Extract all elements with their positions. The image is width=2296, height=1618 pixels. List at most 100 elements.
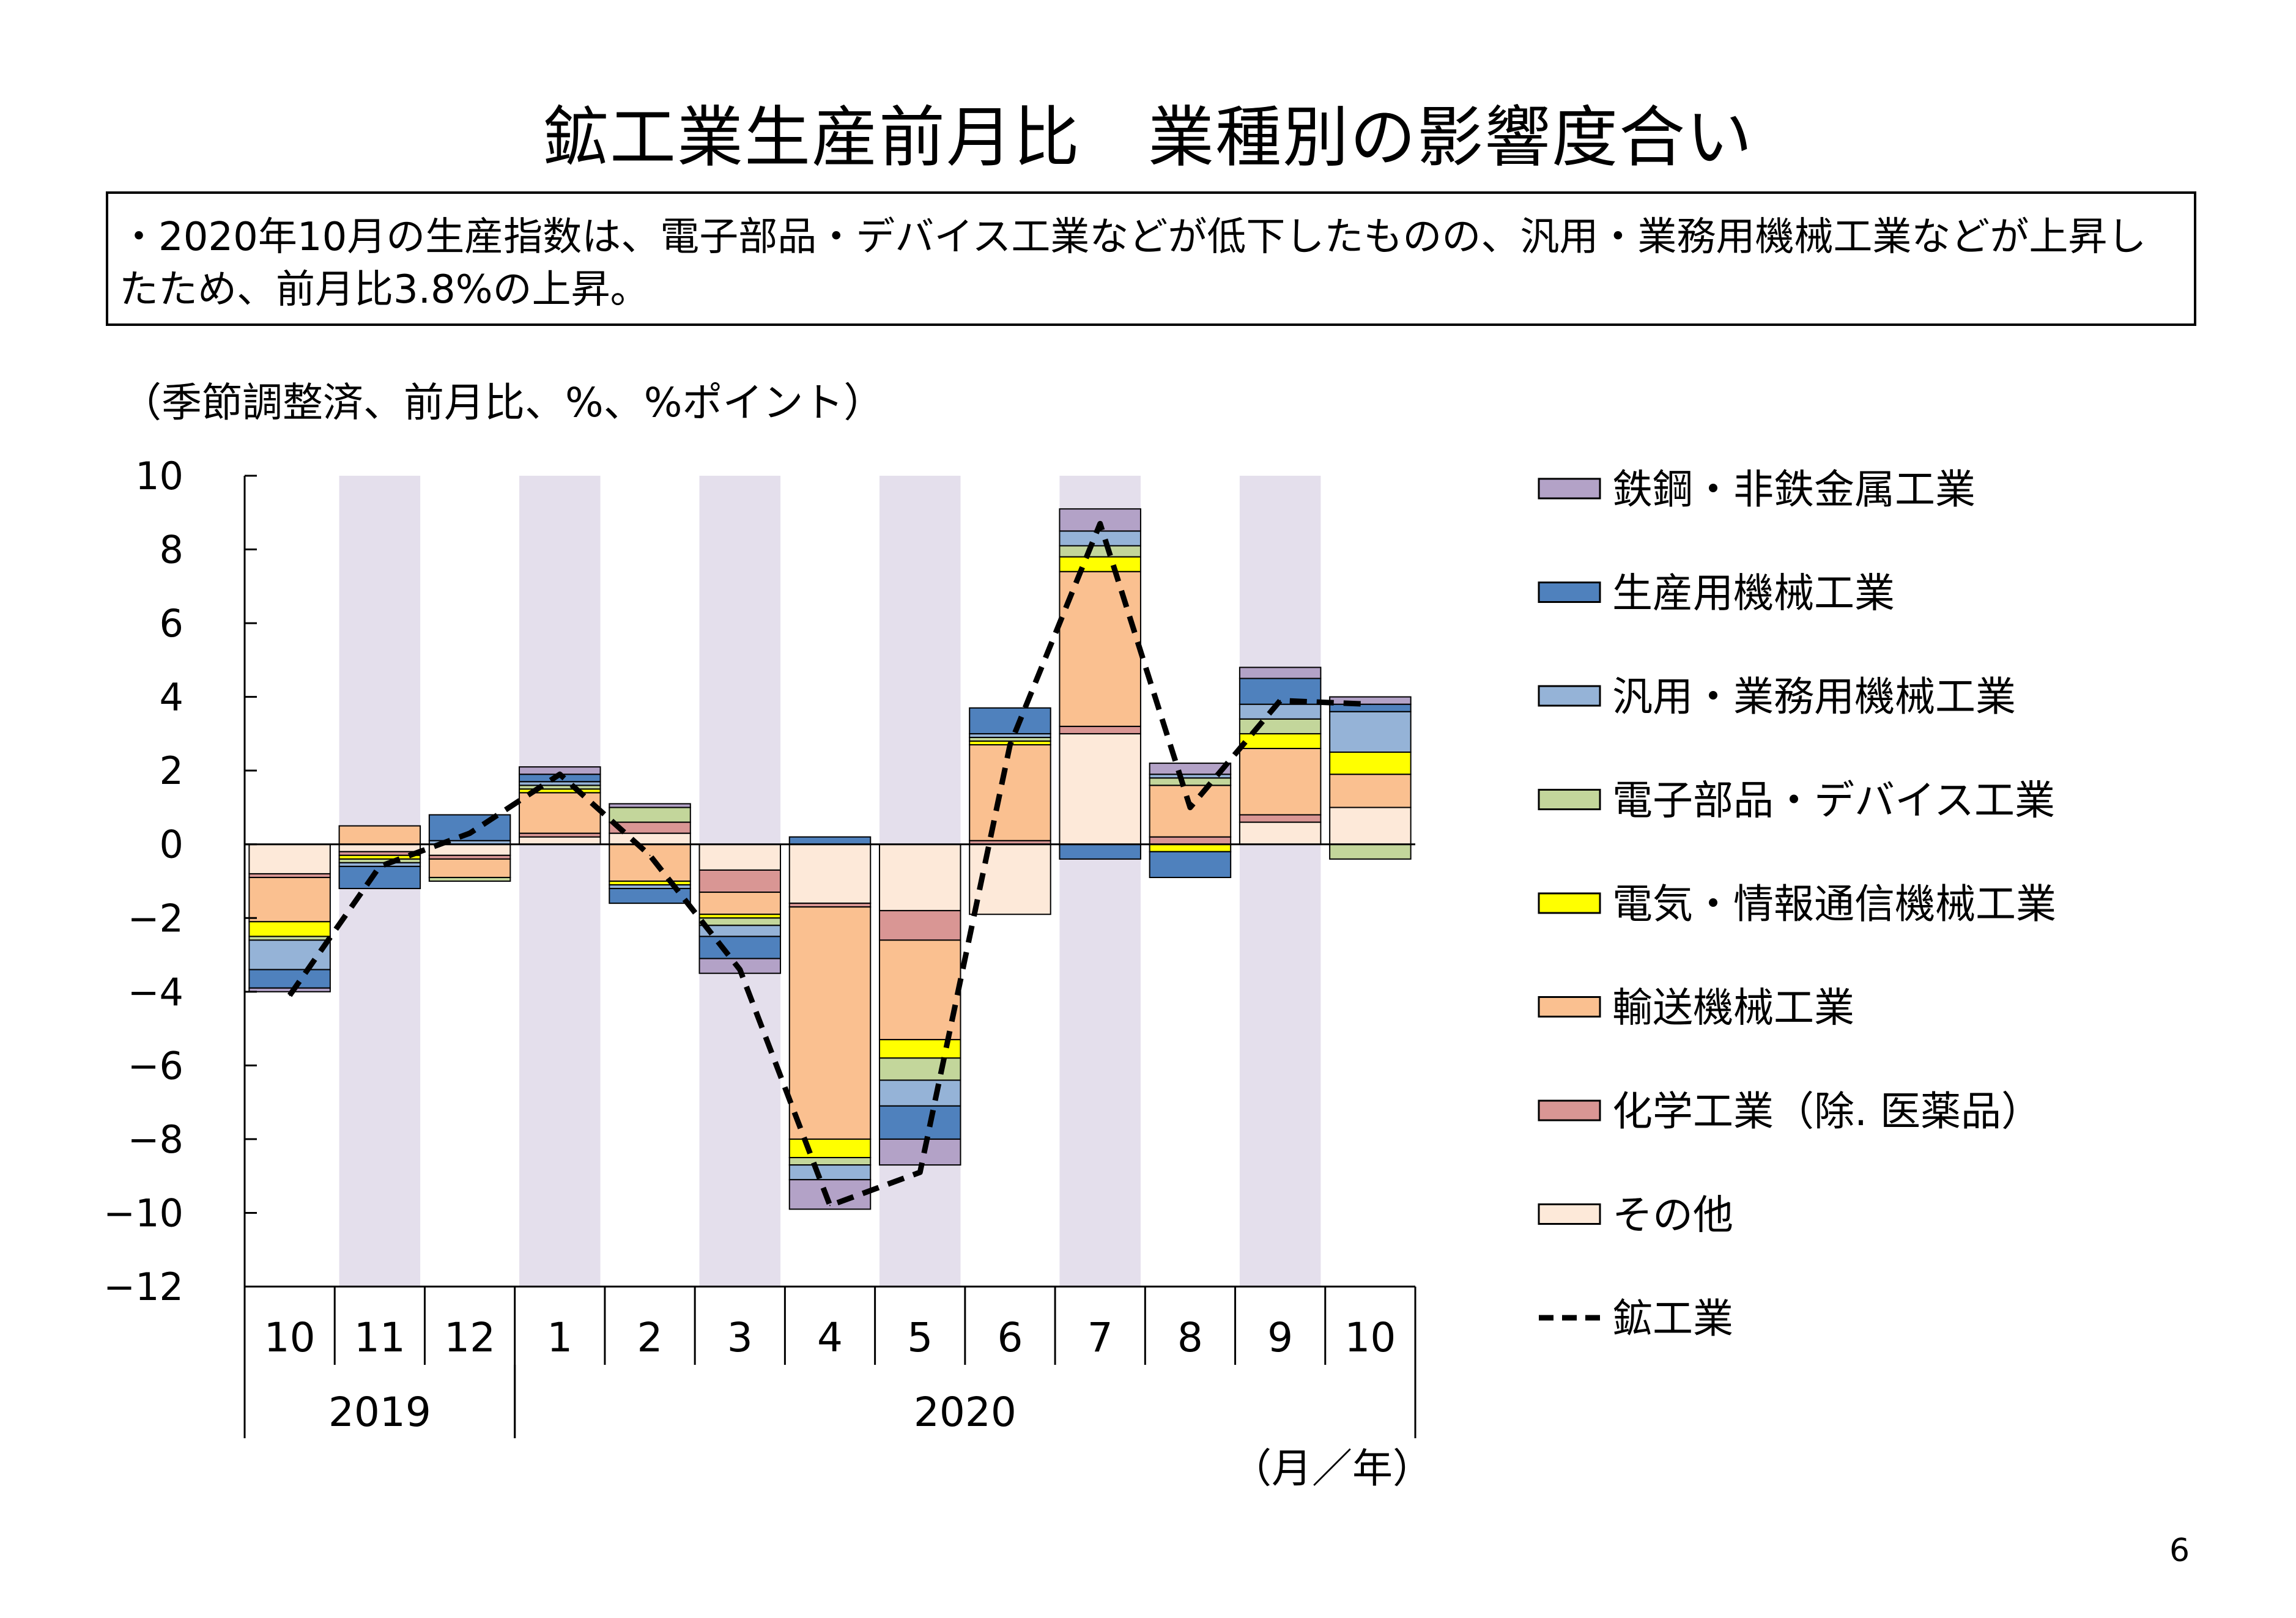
total-line-point xyxy=(1369,703,1371,705)
legend-swatch xyxy=(1538,892,1601,914)
unit-note: （季節調整済、前月比、%、%ポイント） xyxy=(121,379,884,426)
bar-segment xyxy=(788,906,872,1140)
y-tick-label: −2 xyxy=(128,896,183,940)
total-line-point xyxy=(1279,700,1281,701)
year-label: 2019 xyxy=(328,1389,431,1436)
total-line-point xyxy=(469,832,471,834)
bar-segment xyxy=(1239,821,1322,845)
bar-segment xyxy=(609,843,691,882)
x-tick-label: 11 xyxy=(354,1314,406,1361)
bar-segment xyxy=(698,917,782,926)
bar-segment xyxy=(698,936,782,959)
bar-segment xyxy=(338,843,421,852)
legend-label: 鉱工業 xyxy=(1612,1295,1733,1342)
y-tick-label: −10 xyxy=(103,1191,183,1235)
y-tick-label: −12 xyxy=(103,1265,183,1309)
y-tick-label: 10 xyxy=(135,454,183,498)
bar-segment xyxy=(1329,774,1412,808)
bar-segment xyxy=(788,1157,872,1166)
total-line-point xyxy=(559,774,561,775)
x-tick-label: 5 xyxy=(907,1314,933,1361)
bar-segment xyxy=(428,814,511,841)
legend-swatch xyxy=(1538,1099,1601,1121)
bar-segment xyxy=(1239,814,1322,823)
x-tick-label: 12 xyxy=(444,1314,495,1361)
bar-segment xyxy=(1059,556,1141,572)
legend-swatch xyxy=(1538,582,1601,603)
y-tick-label: −6 xyxy=(128,1043,183,1088)
legend-swatch xyxy=(1538,478,1601,500)
bar-segment xyxy=(698,892,782,915)
bar-segment xyxy=(878,1105,961,1140)
x-tick-label: 10 xyxy=(264,1314,316,1361)
x-tick-label: 8 xyxy=(1177,1314,1203,1361)
bar-segment xyxy=(1059,733,1141,845)
summary-box: ・2020年10月の生産指数は、電子部品・デバイス工業などが低下したものの、汎用… xyxy=(106,191,2196,326)
legend-item: その他 xyxy=(1538,1192,1733,1239)
legend-swatch xyxy=(1538,789,1601,810)
bar-segment xyxy=(969,744,1051,841)
bar-segment xyxy=(338,825,421,845)
legend-item: 汎用・業務用機械工業 xyxy=(1538,673,2016,720)
year-label: 2020 xyxy=(914,1389,1017,1436)
x-tick-label: 1 xyxy=(547,1314,572,1361)
total-line xyxy=(287,520,1371,1208)
legend-item: 輸送機械工業 xyxy=(1538,984,1854,1032)
legend-label: 電子部品・デバイス工業 xyxy=(1612,777,2055,824)
bar-segment xyxy=(878,843,961,912)
page-number: 6 xyxy=(2169,1532,2190,1569)
bar-segment xyxy=(1239,667,1322,679)
bar-segment xyxy=(1059,571,1141,727)
bar-segment xyxy=(248,939,331,970)
bar-segment xyxy=(428,858,511,878)
bar-segment xyxy=(878,1079,961,1107)
y-tick-label: 4 xyxy=(160,675,183,720)
bar-segment xyxy=(1239,703,1322,720)
x-tick-label: 4 xyxy=(817,1314,843,1361)
bar-segment xyxy=(519,792,601,834)
bar-segment xyxy=(428,876,511,882)
y-tick-label: 0 xyxy=(160,822,183,867)
y-tick-label: −8 xyxy=(128,1117,183,1162)
bar-segment xyxy=(1149,851,1232,878)
bar-segment xyxy=(788,1164,872,1181)
bar-segment xyxy=(519,836,601,845)
legend-item: 電気・情報通信機械工業 xyxy=(1538,881,2056,928)
legend: 鉄鋼・非鉄金属工業生産用機械工業汎用・業務用機械工業電子部品・デバイス工業電気・… xyxy=(1538,466,2056,1342)
bar-segment xyxy=(1329,807,1412,845)
legend-item: 鉱工業 xyxy=(1539,1295,1733,1342)
legend-item: 生産用機械工業 xyxy=(1538,570,1895,617)
x-tick-label: 3 xyxy=(727,1314,753,1361)
x-tick-label: 9 xyxy=(1267,1314,1293,1361)
y-tick-label: −4 xyxy=(128,970,183,1014)
x-tick-label: 10 xyxy=(1344,1314,1396,1361)
total-line-point xyxy=(919,1172,921,1173)
bar-segment xyxy=(878,1057,961,1081)
legend-swatch xyxy=(1538,1203,1601,1225)
bar-segment xyxy=(609,803,691,808)
total-line-point xyxy=(289,994,291,996)
x-axis-unit-label: （月／年） xyxy=(1231,1445,1433,1492)
bar-segment xyxy=(248,921,331,937)
bar-segment xyxy=(878,910,961,941)
legend-label: 生産用機械工業 xyxy=(1612,570,1895,617)
bar-segment xyxy=(1149,763,1232,775)
bar-segment xyxy=(1329,752,1412,775)
bar-segment xyxy=(1059,508,1141,532)
bar-segment xyxy=(338,865,421,890)
bar-segment xyxy=(1059,545,1141,558)
total-line-point xyxy=(1099,523,1101,525)
bar-segment xyxy=(1329,711,1412,753)
legend-label: 化学工業（除. 医薬品） xyxy=(1612,1088,2042,1135)
summary-text: ・2020年10月の生産指数は、電子部品・デバイス工業などが低下したものの、汎用… xyxy=(119,215,2147,312)
bar-segment xyxy=(609,807,691,823)
y-tick-label: 6 xyxy=(160,601,183,646)
bar-segment xyxy=(1059,843,1141,860)
legend-label: 電気・情報通信機械工業 xyxy=(1612,881,2056,928)
legend-label: その他 xyxy=(1612,1192,1733,1239)
legend-label: 鉄鋼・非鉄金属工業 xyxy=(1612,466,1976,513)
bar-segment xyxy=(969,707,1051,734)
bar-segment xyxy=(609,832,691,845)
